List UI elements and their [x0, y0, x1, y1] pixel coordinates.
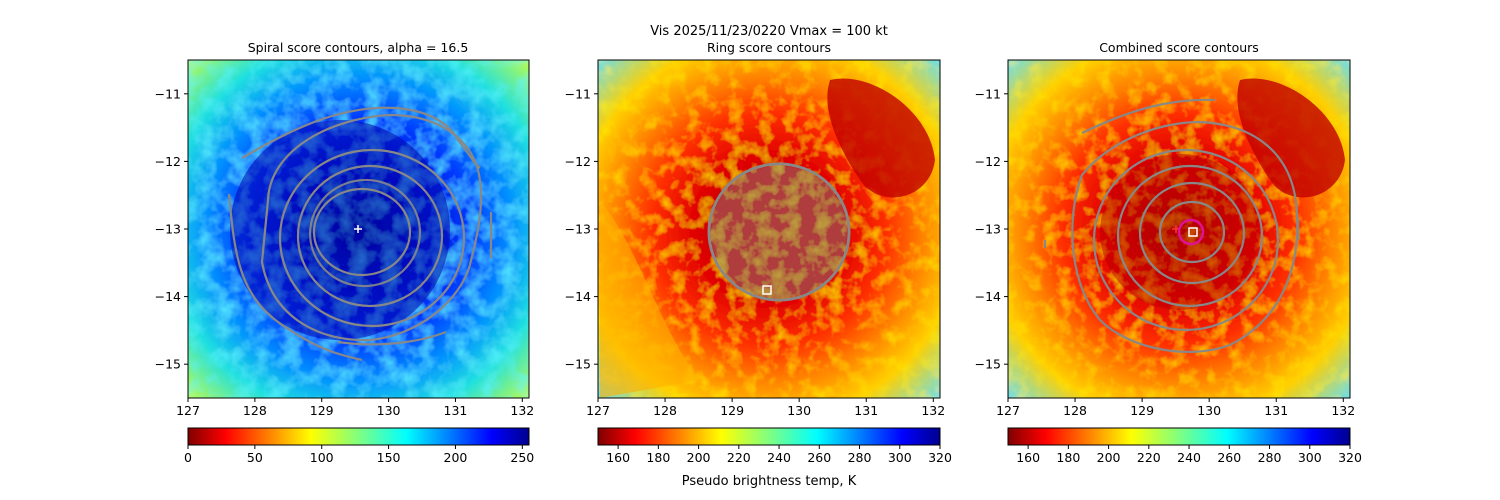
colorbar-tick-label: 280 — [848, 450, 872, 465]
colorbar-tick-label: 200 — [444, 450, 468, 465]
colorbar-tick-label: 320 — [1338, 450, 1362, 465]
y-tick-label: −15 — [565, 357, 591, 372]
colorbar-label: Pseudo brightness temp, K — [682, 474, 857, 489]
x-tick-label: 130 — [1197, 403, 1221, 418]
x-axis-ticks: 127 128 129 130 131 132 — [586, 398, 945, 418]
panel-combined: Combined score contours 127 128 129 130 131 1… — [975, 40, 1362, 465]
x-tick-label: 127 — [996, 403, 1020, 418]
x-tick-label: 130 — [377, 403, 401, 418]
center-marker — [762, 285, 772, 295]
y-tick-label: −14 — [155, 289, 181, 304]
colorbar-ticks: 0 50 100 150 200 250 — [184, 445, 534, 465]
colorbar — [597, 427, 941, 446]
ring-score-region — [707, 162, 851, 302]
panel-title: Ring score contours — [707, 40, 831, 55]
y-tick-label: −14 — [975, 289, 1001, 304]
colorbar-tick-label: 150 — [377, 450, 401, 465]
colorbar-tick-label: 300 — [1298, 450, 1322, 465]
y-tick-label: −12 — [975, 154, 1001, 169]
y-tick-label: −11 — [565, 86, 591, 101]
colorbar — [1007, 427, 1351, 446]
contour-lines — [1043, 98, 1300, 353]
y-tick-label: −15 — [975, 357, 1001, 372]
colorbar-tick-label: 280 — [1258, 450, 1282, 465]
colorbar-tick-label: 220 — [1137, 450, 1161, 465]
y-tick-label: −13 — [975, 222, 1001, 237]
colorbar-tick-label: 200 — [687, 450, 711, 465]
colorbar-ticks: 160 180 200 220 240 260 280 300 320 — [606, 445, 952, 465]
colorbar-tick-label: 180 — [646, 450, 670, 465]
colorbar-tick-label: 160 — [606, 450, 630, 465]
colorbar-tick-label: 300 — [888, 450, 912, 465]
y-tick-label: −14 — [565, 289, 591, 304]
x-tick-label: 128 — [243, 403, 267, 418]
x-tick-label: 128 — [653, 403, 677, 418]
x-tick-label: 132 — [921, 403, 945, 418]
x-tick-label: 131 — [854, 403, 878, 418]
x-tick-label: 130 — [787, 403, 811, 418]
contour-lines — [227, 106, 493, 362]
colorbar-tick-label: 220 — [727, 450, 751, 465]
colorbar-tick-label: 240 — [1177, 450, 1201, 465]
colorbar-tick-label: 320 — [928, 450, 952, 465]
x-axis-ticks: 127 128 129 130 131 132 — [176, 398, 534, 418]
heatmap-image — [188, 60, 529, 398]
panel-spiral: Spiral score contours, alpha = 16.5 127 1… — [155, 40, 535, 465]
colorbar-tick-label: 0 — [184, 450, 192, 465]
x-tick-label: 129 — [310, 403, 334, 418]
panel-ring: Ring score contours 127 128 129 130 131 132 −… — [565, 40, 952, 489]
y-tick-label: −13 — [155, 222, 181, 237]
colorbar — [187, 427, 530, 446]
colorbar-tick-label: 260 — [1217, 450, 1241, 465]
colorbar-tick-label: 180 — [1056, 450, 1080, 465]
x-tick-label: 131 — [444, 403, 468, 418]
colorbar-tick-label: 240 — [767, 450, 791, 465]
y-axis-ticks: −11 −12 −13 −14 −15 — [975, 86, 1008, 372]
center-marker — [1188, 227, 1198, 237]
colorbar-tick-label: 50 — [247, 450, 263, 465]
y-tick-label: −11 — [975, 86, 1001, 101]
colorbar-tick-label: 100 — [310, 450, 334, 465]
y-tick-label: −11 — [155, 86, 181, 101]
y-tick-label: −15 — [155, 357, 181, 372]
x-tick-label: 128 — [1063, 403, 1087, 418]
x-axis-ticks: 127 128 129 130 131 132 — [996, 398, 1355, 418]
ring-circle-marker — [1177, 218, 1205, 246]
panel-title: Spiral score contours, alpha = 16.5 — [248, 40, 469, 55]
x-tick-label: 132 — [510, 403, 534, 418]
colorbar-tick-label: 160 — [1016, 450, 1040, 465]
y-axis-ticks: −11 −12 −13 −14 −15 — [155, 86, 188, 372]
x-tick-label: 132 — [1331, 403, 1355, 418]
x-tick-label: 129 — [720, 403, 744, 418]
x-tick-label: 127 — [586, 403, 610, 418]
y-tick-label: −13 — [565, 222, 591, 237]
x-tick-label: 127 — [176, 403, 200, 418]
colorbar-tick-label: 250 — [510, 450, 534, 465]
colorbar-tick-label: 260 — [807, 450, 831, 465]
y-axis-ticks: −11 −12 −13 −14 −15 — [565, 86, 598, 372]
center-marker — [354, 225, 362, 233]
y-tick-label: −12 — [155, 154, 181, 169]
x-tick-label: 129 — [1130, 403, 1154, 418]
x-tick-label: 131 — [1264, 403, 1288, 418]
colorbar-ticks: 160 180 200 220 240 260 280 300 320 — [1016, 445, 1362, 465]
panel-title: Combined score contours — [1099, 40, 1259, 55]
y-tick-label: −12 — [565, 154, 591, 169]
colorbar-tick-label: 200 — [1097, 450, 1121, 465]
figure-suptitle: Vis 2025/11/23/0220 Vmax = 100 kt — [650, 24, 888, 39]
